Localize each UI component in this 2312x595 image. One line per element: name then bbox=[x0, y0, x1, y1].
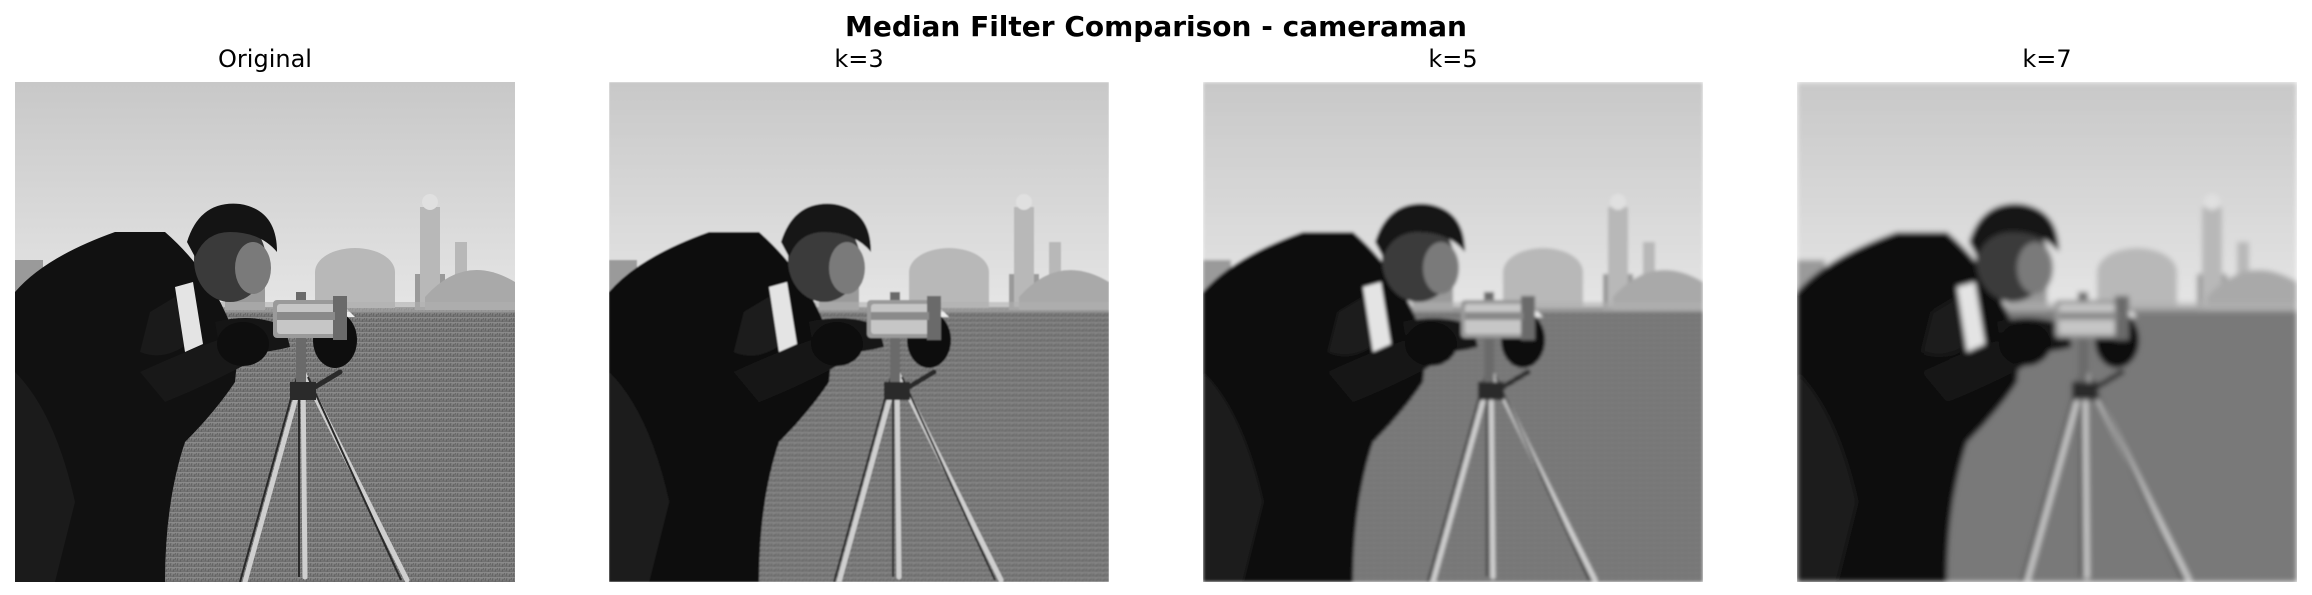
figure-title: Median Filter Comparison - cameraman bbox=[845, 10, 1467, 43]
panel-k5: k=5 bbox=[1203, 44, 1703, 582]
cameraman-image-k3 bbox=[609, 82, 1109, 582]
panel-title-k5: k=5 bbox=[1428, 45, 1478, 73]
panel-title-k7: k=7 bbox=[2022, 45, 2072, 73]
panel-k3: k=3 bbox=[609, 44, 1109, 582]
panel-title-k3: k=3 bbox=[834, 45, 884, 73]
panel-k7: k=7 bbox=[1797, 44, 2297, 582]
cameraman-image-k7 bbox=[1797, 82, 2297, 582]
cameraman-image-k5 bbox=[1203, 82, 1703, 582]
panel-original: Original bbox=[15, 44, 515, 582]
panel-title-original: Original bbox=[218, 45, 312, 73]
cameraman-image-original bbox=[15, 82, 515, 582]
